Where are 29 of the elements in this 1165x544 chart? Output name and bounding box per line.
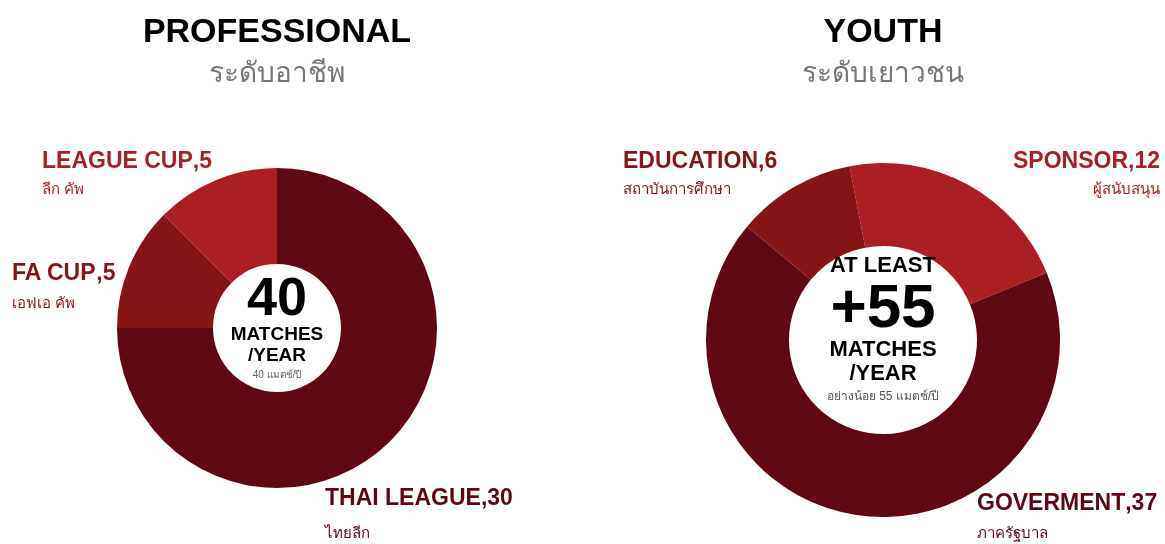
- chart-subtitle: ระดับเยาวชน: [802, 57, 964, 88]
- chart-subtitle: ระดับอาชีพ: [209, 57, 345, 88]
- text: /YEAR: [247, 344, 307, 365]
- slice-label: SPONSOR: [1013, 147, 1129, 173]
- text: ภาครัฐบาล: [977, 524, 1048, 542]
- data-label: ,5: [192, 147, 213, 173]
- data-label: ,37: [1125, 489, 1158, 515]
- chart-title: YOUTH: [823, 11, 943, 49]
- donut-slice: [117, 214, 232, 328]
- data-label: ,12: [1128, 147, 1161, 173]
- slice-label: FA CUP: [12, 259, 96, 285]
- text: ผู้สนับสนุน: [1093, 180, 1160, 199]
- data-label: ,5: [96, 259, 116, 285]
- slice-label: THAI LEAGUE: [325, 484, 481, 510]
- text: 40: [246, 266, 308, 326]
- slice-label: LEAGUE CUP: [42, 147, 193, 173]
- chart-title: PROFESSIONAL: [142, 11, 412, 49]
- text: /YEAR: [849, 360, 917, 385]
- text: สถาบันการศึกษา: [623, 180, 731, 197]
- slice-label: EDUCATION: [623, 147, 759, 173]
- slice-label: GOVERMENT: [977, 489, 1126, 515]
- data-label: ,30: [480, 484, 513, 510]
- text: MATCHES: [230, 323, 324, 344]
- text: 40 แมตช์/ปี: [252, 369, 302, 380]
- text: ไทยลีก: [324, 524, 370, 541]
- text: เอฟเอ คัพ: [12, 294, 76, 311]
- data-label: ,6: [758, 147, 778, 173]
- text: อย่างน้อย 55 แมตช์/ปี: [826, 389, 940, 403]
- text: ลีก คัพ: [42, 180, 85, 197]
